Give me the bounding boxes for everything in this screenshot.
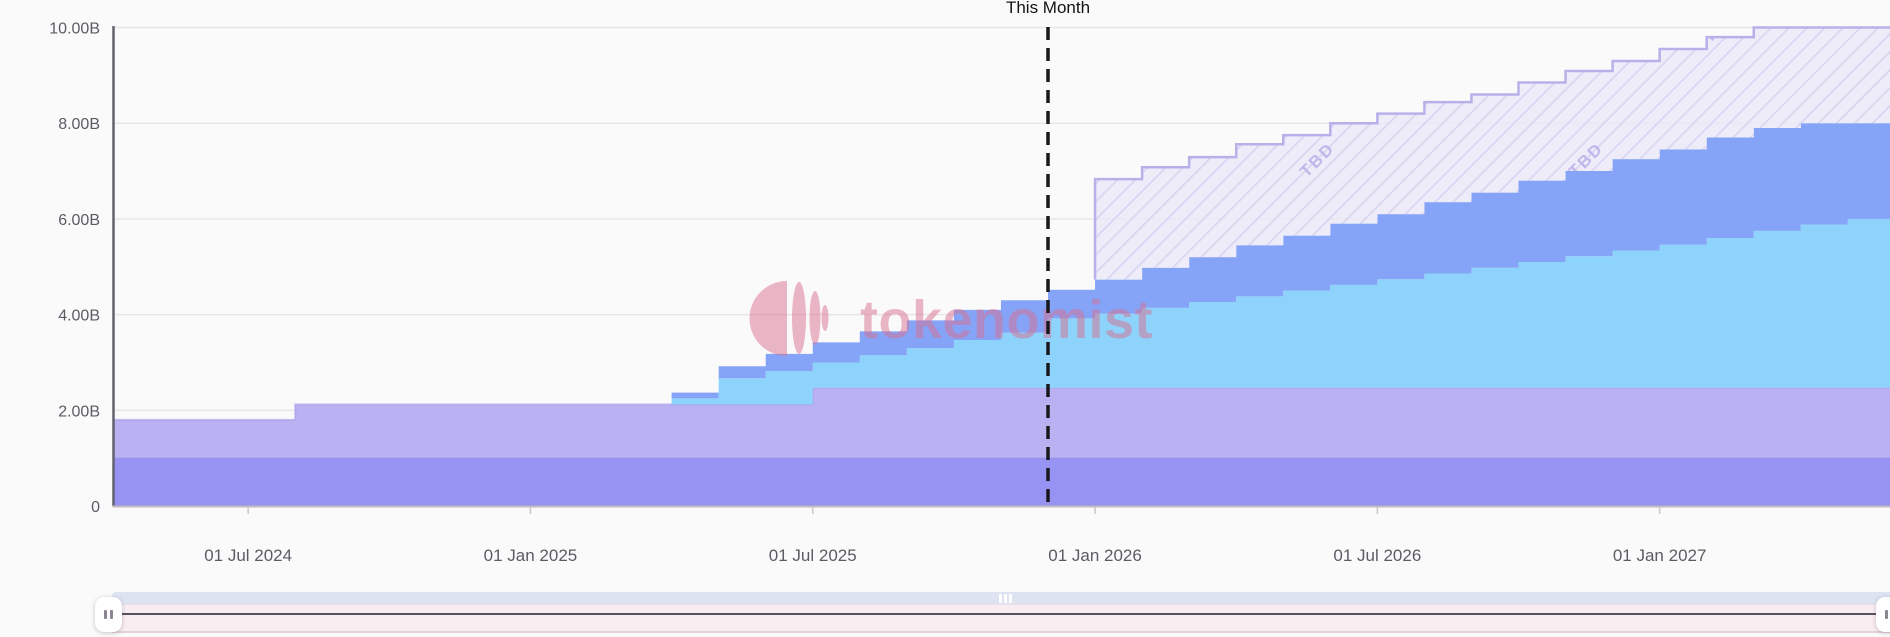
series-area-unlocked-allocation-4 [671,123,1890,399]
series-area-unlocked-allocation-2 [113,387,1890,458]
stacked-unlock-areas [113,26,1890,506]
x-tick-label: 01 Jul 2026 [1333,546,1421,565]
x-tick-label: 01 Jan 2027 [1613,546,1707,565]
x-tick-label: 01 Jan 2025 [484,546,578,565]
series-area-tbd-future-unlocks [1095,27,1890,280]
this-month-label: This Month [1005,0,1091,17]
y-tick-label: 4.00B [58,308,100,325]
navigator-right-handle[interactable] [1876,597,1890,632]
series-area-unlocked-allocation-1 [113,457,1890,506]
navigator-range-bar[interactable] [112,604,1890,633]
y-tick-label: 8.00B [58,116,100,133]
y-tick-label: 6.00B [58,212,100,229]
timeline-navigator[interactable] [0,588,1890,637]
x-axis-labels: 01 Jul 2024 01 Jan 2025 01 Jul 2025 01 Jan … [204,507,1706,565]
y-tick-label: 2.00B [58,403,100,420]
tbd-border-line [1093,26,1890,280]
navigator-scrollbar-grip-icon[interactable] [999,594,1012,603]
tokenomist-watermark: tokenomist [749,281,1153,356]
series-area-unlocked-allocation-3 [671,218,1890,405]
x-tick-label: 01 Jul 2025 [769,546,857,565]
y-axis-labels: 0 2.00B 4.00B 6.00B 8.00B 10.00B [49,21,100,517]
watermark-brand-text: tokenomist [860,290,1153,350]
chart-canvas: TBDtokenomist02.00B4.00B6.00B8.00B10.00B… [49,21,1890,565]
navigator-left-handle[interactable] [95,597,122,632]
x-tick-label: 01 Jul 2024 [204,546,292,565]
navigator-minichart-line [112,613,1890,615]
vesting-schedule-chart[interactable]: TBDtokenomist02.00B4.00B6.00B8.00B10.00B… [0,0,1890,580]
y-tick-label: 10.00B [49,21,100,38]
x-tick-label: 01 Jan 2026 [1048,546,1142,565]
y-tick-label: 0 [91,499,100,516]
